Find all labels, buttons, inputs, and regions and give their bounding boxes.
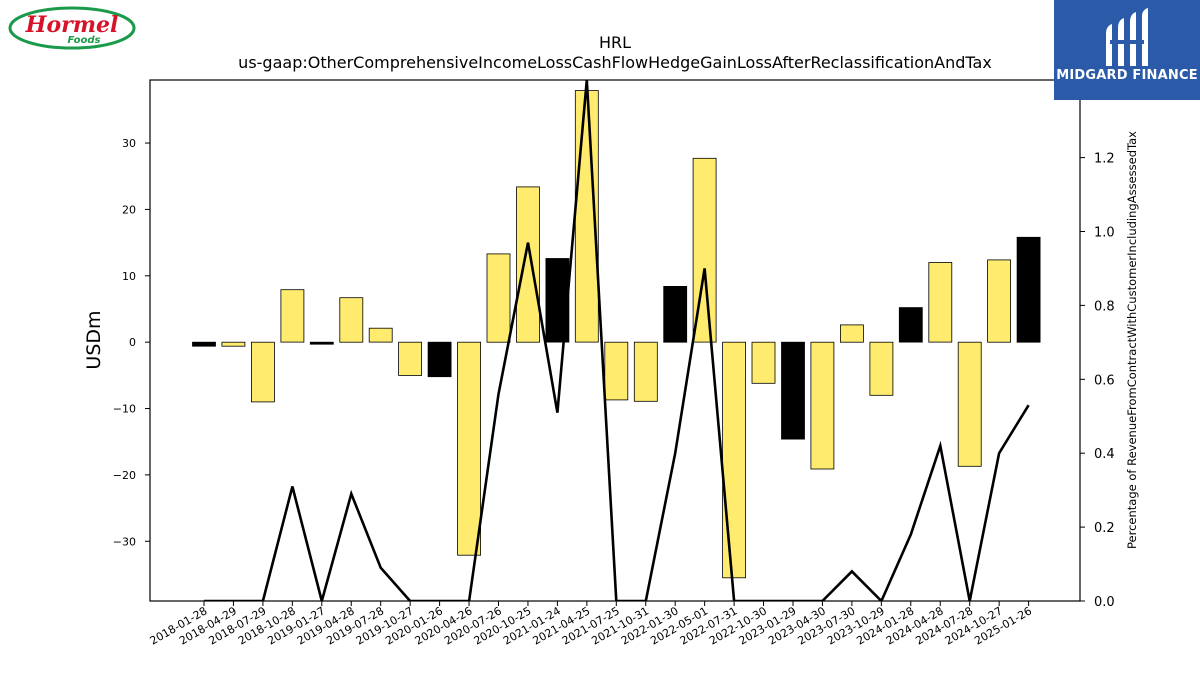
y-axis-right: 0.0 0.2 0.4 0.6 0.8 1.0 1.2 xyxy=(1080,152,1115,610)
hormel-foods-logo: Hormel Foods xyxy=(8,6,136,50)
bar xyxy=(221,341,246,347)
foods-wordmark: Foods xyxy=(68,35,101,46)
x-axis: 2018-01-282018-04-292018-07-292018-10-28… xyxy=(148,601,1034,648)
bar xyxy=(192,341,216,347)
ratio-line-series xyxy=(204,80,1030,601)
bar xyxy=(840,324,864,343)
ratio-line xyxy=(204,80,1030,601)
bar xyxy=(987,259,1011,343)
hormel-wordmark: Hormel xyxy=(25,12,119,38)
bar xyxy=(339,297,364,343)
bar xyxy=(1016,236,1041,343)
y2-tick-label: 1.2 xyxy=(1094,152,1115,167)
plot-frame xyxy=(149,79,1081,602)
y-tick-label: −20 xyxy=(113,469,136,482)
y2-tick-label: 0.0 xyxy=(1094,595,1115,610)
bar xyxy=(250,341,275,403)
y-axis-left: −30 −20 −10 0 10 20 30 xyxy=(113,137,150,548)
y2-tick-label: 0.4 xyxy=(1094,447,1115,462)
y2-tick-label: 0.6 xyxy=(1094,373,1115,388)
bar xyxy=(663,285,688,343)
midgard-emblem-icon xyxy=(1106,8,1148,66)
bar xyxy=(781,341,805,440)
bar xyxy=(898,307,923,343)
bar xyxy=(722,341,746,579)
y2-tick-label: 0.2 xyxy=(1094,521,1115,536)
y-tick-label: 30 xyxy=(122,137,136,150)
midgard-wordmark: MIDGARD FINANCE xyxy=(1056,68,1198,83)
bar xyxy=(516,186,540,343)
midgard-finance-logo: MIDGARD FINANCE xyxy=(1054,0,1200,100)
bar xyxy=(486,253,511,343)
bar xyxy=(545,258,570,343)
bar xyxy=(810,341,835,470)
bar xyxy=(633,341,658,402)
bar xyxy=(692,157,717,343)
bar xyxy=(751,341,776,384)
chart-title: HRL xyxy=(599,33,631,52)
bar xyxy=(280,289,305,343)
bar xyxy=(309,341,334,345)
bar xyxy=(869,341,894,396)
y-tick-label: −30 xyxy=(113,535,136,548)
bar xyxy=(928,262,953,343)
bar xyxy=(604,341,629,401)
y-tick-label: 20 xyxy=(122,203,136,216)
bar xyxy=(427,341,452,378)
y2-tick-label: 1.0 xyxy=(1094,225,1115,240)
bar xyxy=(368,327,393,343)
bar-series xyxy=(192,90,1041,579)
y2-axis-label: Percentage of RevenueFromContractWithCus… xyxy=(1125,131,1139,549)
y-tick-label: 0 xyxy=(129,336,136,349)
y-axis-label: USDm xyxy=(83,310,105,369)
y-tick-label: −10 xyxy=(113,403,136,416)
y-tick-label: 10 xyxy=(122,270,136,283)
bar xyxy=(457,341,482,556)
bar xyxy=(957,341,982,467)
bar xyxy=(398,341,423,376)
chart-subtitle: us-gaap:OtherComprehensiveIncomeLossCash… xyxy=(238,53,992,72)
y2-tick-label: 0.8 xyxy=(1094,299,1115,314)
